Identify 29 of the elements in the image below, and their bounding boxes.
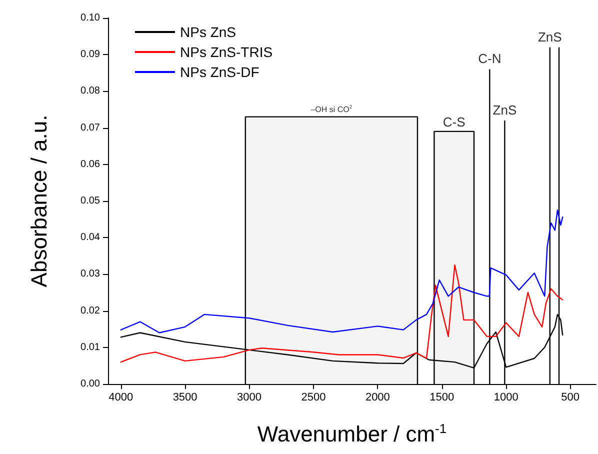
y-tick-label: 0.03 (80, 268, 100, 280)
y-tick-label: 0.09 (80, 49, 100, 60)
y-tick-label: 0.10 (80, 12, 100, 24)
y-tick-label: 0.07 (80, 122, 100, 134)
line-series (120, 210, 564, 334)
y-tick-label: 0.08 (80, 86, 100, 97)
line-series (120, 264, 564, 363)
x-tick-label: 3000 (237, 392, 262, 404)
x-tick-label: 2000 (365, 392, 390, 404)
ref-line-label: C-N (478, 51, 502, 66)
x-tick-label: 2500 (301, 392, 326, 404)
y-tick-label: 0.02 (80, 305, 100, 316)
legend-label: NPs ZnS (180, 24, 236, 40)
y-tick-label: 0.06 (80, 158, 100, 170)
y-axis-title: Absorbance / a.u. (26, 114, 52, 288)
band-label: C-S (442, 114, 466, 130)
x-tick-label: 1000 (494, 392, 518, 404)
y-tick-label: 0.01 (80, 342, 100, 353)
y-tick-label: 0.05 (80, 196, 100, 206)
y-tick-label: 0.00 (80, 378, 100, 390)
ref-line-label: ZnS (538, 29, 562, 44)
x-tick-label: 500 (561, 392, 580, 404)
legend-label: NPs ZnS-DF (180, 64, 260, 80)
ref-line-label: ZnS (492, 102, 517, 118)
legend-label: NPs ZnS-TRIS (180, 44, 273, 60)
x-tick-label: 1500 (430, 392, 454, 404)
x-tick-label: 4000 (108, 392, 134, 404)
x-tick-label: 3500 (172, 392, 198, 404)
y-tick-label: 0.04 (80, 232, 100, 244)
